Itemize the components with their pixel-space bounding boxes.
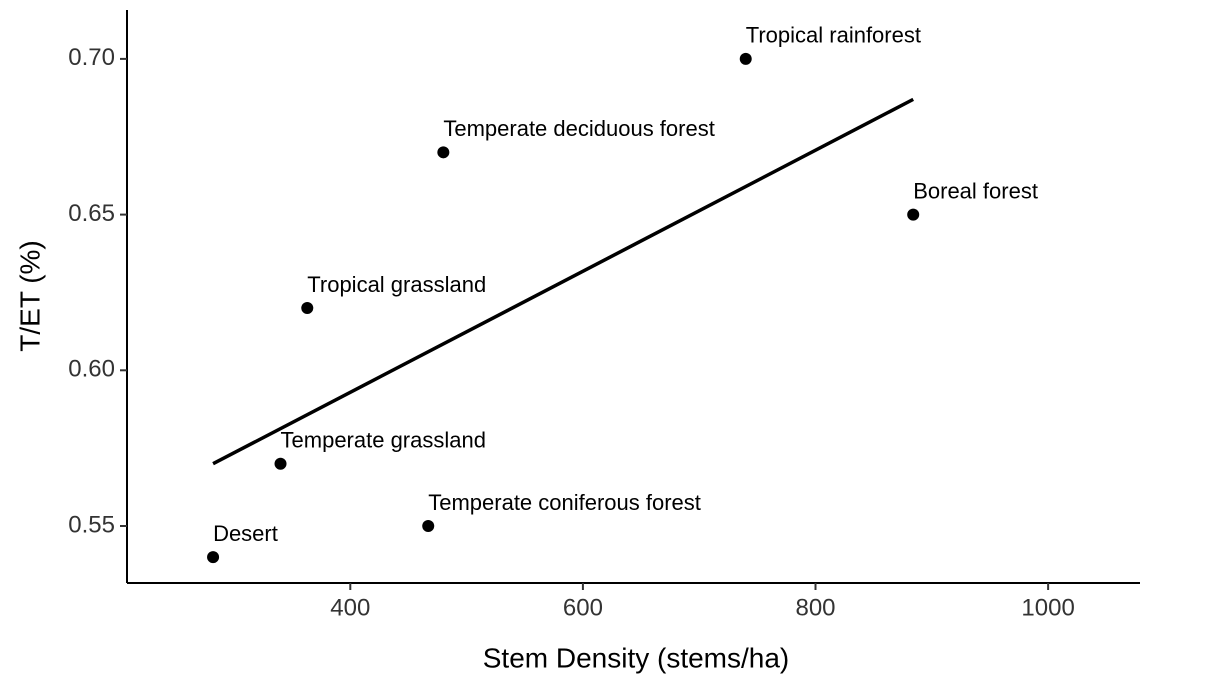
y-tick-label: 0.55 (68, 511, 115, 538)
point (907, 208, 920, 221)
point (739, 52, 752, 65)
point (207, 551, 220, 564)
x-axis-title: Stem Density (stems/ha) (483, 642, 790, 673)
point-label: Temperate grassland (281, 428, 486, 453)
y-tick-label: 0.65 (68, 200, 115, 227)
point-label: Tropical grassland (307, 272, 486, 297)
x-tick-label: 400 (330, 594, 370, 621)
x-tick-label: 800 (795, 594, 835, 621)
point (301, 302, 314, 315)
y-tick-label: 0.70 (68, 44, 115, 71)
point-label: Boreal forest (913, 178, 1038, 203)
point-label: Tropical rainforest (746, 23, 921, 48)
point (422, 520, 435, 533)
x-tick-label: 600 (563, 594, 603, 621)
point-label: Temperate coniferous forest (428, 490, 701, 515)
y-axis-title: T/ET (%) (14, 240, 45, 351)
point-label: Temperate deciduous forest (443, 116, 715, 141)
point (437, 146, 450, 159)
y-tick-label: 0.60 (68, 356, 115, 383)
x-tick-label: 1000 (1021, 594, 1074, 621)
trend-line (212, 97, 915, 466)
point-label: Desert (213, 521, 278, 546)
point (274, 457, 287, 470)
